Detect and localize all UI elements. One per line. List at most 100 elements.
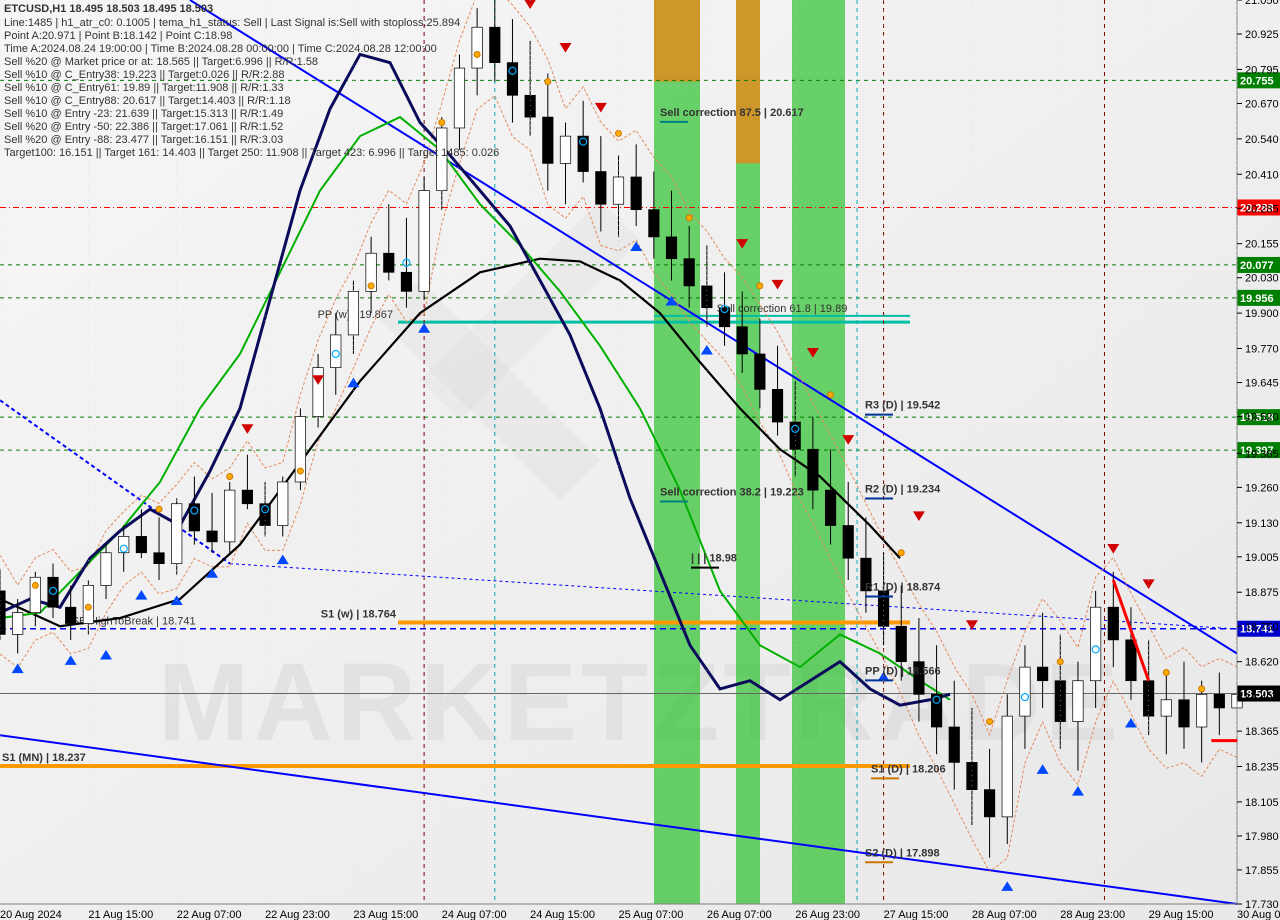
candle-body bbox=[649, 210, 659, 237]
y-tick-label: 19.005 bbox=[1245, 552, 1279, 564]
y-tick-label: 21.050 bbox=[1245, 0, 1279, 7]
candle-body bbox=[348, 291, 358, 335]
pivot-text: S2 (D) | 17.898 bbox=[865, 847, 940, 859]
y-tick-label: 18.875 bbox=[1245, 587, 1279, 599]
candle-body bbox=[225, 490, 235, 542]
x-tick-label: 27 Aug 15:00 bbox=[884, 909, 949, 920]
x-tick-label: 26 Aug 23:00 bbox=[795, 909, 860, 920]
y-tick-label: 17.855 bbox=[1245, 865, 1279, 877]
x-tick-label: 28 Aug 23:00 bbox=[1060, 909, 1125, 920]
info-line: Sell %20 @ Market price or at: 18.565 ||… bbox=[4, 56, 318, 68]
y-tick-label: 18.750 bbox=[1245, 621, 1279, 633]
y-tick-label: 20.795 bbox=[1245, 64, 1279, 76]
candle-body bbox=[154, 553, 164, 564]
candle-body bbox=[1020, 667, 1030, 716]
candle-body bbox=[1161, 700, 1171, 716]
candle-body bbox=[596, 172, 606, 205]
x-tick-label: 30 Aug 07:00 bbox=[1237, 909, 1280, 920]
signal-dot-icon bbox=[297, 468, 303, 474]
support-label: S1 (w) | 18.764 bbox=[321, 608, 397, 620]
info-line: Sell %20 @ Entry -50: 22.386 || Target:1… bbox=[4, 121, 283, 133]
candle-body bbox=[136, 536, 146, 552]
candle-body bbox=[631, 177, 641, 210]
y-tick-label: 19.900 bbox=[1245, 308, 1279, 320]
candle-body bbox=[189, 504, 199, 531]
signal-dot-icon bbox=[1163, 670, 1169, 676]
candle-body bbox=[525, 95, 535, 117]
price-tag-value: 19.956 bbox=[1240, 293, 1274, 305]
signal-dot-icon bbox=[1199, 686, 1205, 692]
pivot-text: R1 (D) | 18.874 bbox=[865, 582, 941, 594]
session-zone bbox=[792, 0, 845, 904]
candle-body bbox=[543, 117, 553, 163]
y-tick-label: 19.520 bbox=[1245, 412, 1279, 424]
candle-body bbox=[472, 27, 482, 68]
candle-body bbox=[12, 613, 22, 635]
signal-dot-icon bbox=[757, 283, 763, 289]
candle-body bbox=[984, 790, 994, 817]
signal-dot-icon bbox=[898, 550, 904, 556]
y-tick-label: 18.365 bbox=[1245, 726, 1279, 738]
signal-dot-icon bbox=[474, 51, 480, 57]
x-tick-label: 22 Aug 07:00 bbox=[177, 909, 242, 920]
y-tick-label: 18.105 bbox=[1245, 797, 1279, 809]
pivot-text: | | | 18.98 bbox=[691, 553, 737, 565]
price-tag-value: 20.077 bbox=[1240, 260, 1274, 272]
candle-body bbox=[384, 253, 394, 272]
support-label: S1 (MN) | 18.237 bbox=[2, 752, 86, 764]
candle-body bbox=[772, 389, 782, 422]
pivot-text: Sell correction 87.5 | 20.617 bbox=[660, 107, 804, 119]
candle-body bbox=[560, 136, 570, 163]
candle-body bbox=[437, 128, 447, 191]
y-tick-label: 19.645 bbox=[1245, 378, 1279, 390]
pivot-label: Sell correction 61.8 | 19.89 bbox=[717, 303, 848, 315]
candle-body bbox=[1073, 681, 1083, 722]
info-line: Sell %10 @ C_Entry38: 19.223 || Target:0… bbox=[4, 69, 284, 81]
candle-body bbox=[737, 327, 747, 354]
x-tick-label: 23 Aug 15:00 bbox=[353, 909, 418, 920]
candle-body bbox=[331, 335, 341, 368]
y-tick-label: 20.670 bbox=[1245, 98, 1279, 110]
signal-dot-icon bbox=[368, 283, 374, 289]
x-tick-label: 22 Aug 23:00 bbox=[265, 909, 330, 920]
y-tick-label: 19.385 bbox=[1245, 448, 1279, 460]
candle-body bbox=[1037, 667, 1047, 681]
session-zone-top bbox=[654, 0, 700, 82]
y-tick-label: 20.410 bbox=[1245, 169, 1279, 181]
price-chart[interactable]: MARKETZTRADEFSB-HighToBreak | 18.741S1 (… bbox=[0, 0, 1280, 920]
x-tick-label: 21 Aug 15:00 bbox=[88, 909, 153, 920]
pivot-text: R3 (D) | 19.542 bbox=[865, 400, 940, 412]
svg-text:MARKETZTRADE: MARKETZTRADE bbox=[158, 641, 1123, 764]
signal-dot-icon bbox=[545, 79, 551, 85]
y-tick-label: 20.925 bbox=[1245, 29, 1279, 41]
y-tick-label: 20.155 bbox=[1245, 239, 1279, 251]
candle-body bbox=[401, 272, 411, 291]
signal-dot-icon bbox=[32, 582, 38, 588]
info-line: Sell %10 @ C_Entry61: 19.89 || Target:11… bbox=[4, 82, 284, 94]
candle-body bbox=[843, 526, 853, 559]
price-tag-value: 20.755 bbox=[1240, 75, 1274, 87]
info-line: Time A:2024.08.24 19:00:00 | Time B:2024… bbox=[4, 43, 437, 55]
x-tick-label: 20 Aug 2024 bbox=[0, 909, 62, 920]
pivot-text: R2 (D) | 19.234 bbox=[865, 483, 941, 495]
candle-body bbox=[0, 591, 5, 635]
pivot-text: PP (D) | 18.566 bbox=[865, 665, 941, 677]
y-tick-label: 18.490 bbox=[1245, 692, 1279, 704]
candle-body bbox=[1090, 607, 1100, 681]
y-tick-label: 20.540 bbox=[1245, 134, 1279, 146]
y-tick-label: 19.770 bbox=[1245, 344, 1279, 356]
y-tick-label: 20.030 bbox=[1245, 273, 1279, 285]
candle-body bbox=[490, 27, 500, 62]
signal-dot-icon bbox=[987, 719, 993, 725]
x-tick-label: 24 Aug 07:00 bbox=[442, 909, 507, 920]
info-line: Sell %10 @ Entry -23: 21.639 || Target:1… bbox=[4, 108, 283, 120]
candle-body bbox=[171, 504, 181, 564]
info-line: Sell %20 @ Entry -88: 23.477 || Target:1… bbox=[4, 134, 283, 146]
pivot-text: Sell correction 38.2 | 19.223 bbox=[660, 486, 804, 498]
y-tick-label: 17.980 bbox=[1245, 831, 1279, 843]
candle-body bbox=[242, 490, 252, 504]
y-tick-label: 18.620 bbox=[1245, 657, 1279, 669]
x-tick-label: 25 Aug 07:00 bbox=[619, 909, 684, 920]
candle-body bbox=[825, 490, 835, 525]
signal-dot-icon bbox=[828, 392, 834, 398]
